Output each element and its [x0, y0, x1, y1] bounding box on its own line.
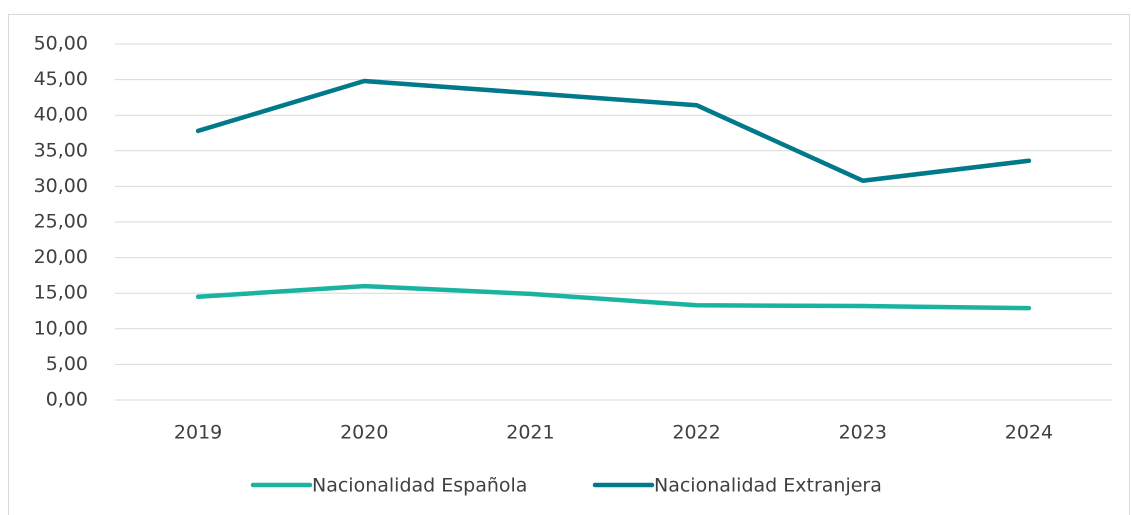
x-tick-label: 2021 — [506, 422, 554, 444]
y-tick-label: 20,00 — [34, 246, 88, 268]
y-tick-label: 25,00 — [34, 211, 88, 233]
y-tick-label: 10,00 — [34, 317, 88, 339]
y-tick-label: 5,00 — [46, 353, 88, 375]
y-tick-label: 45,00 — [34, 68, 88, 90]
y-tick-label: 0,00 — [46, 389, 88, 411]
y-tick-label: 40,00 — [34, 104, 88, 126]
x-tick-label: 2020 — [340, 422, 388, 444]
x-tick-label: 2023 — [839, 422, 887, 444]
y-tick-label: 30,00 — [34, 175, 88, 197]
x-tick-label: 2022 — [672, 422, 720, 444]
legend-label: Nacionalidad Extranjera — [654, 475, 882, 497]
series-line — [195, 78, 1032, 183]
legend-label: Nacionalidad Española — [312, 475, 527, 497]
x-tick-label: 2019 — [174, 422, 222, 444]
y-tick-label: 50,00 — [34, 33, 88, 55]
y-tick-label: 15,00 — [34, 282, 88, 304]
series-line — [195, 283, 1032, 311]
y-tick-label: 35,00 — [34, 139, 88, 161]
x-tick-label: 2024 — [1005, 422, 1053, 444]
